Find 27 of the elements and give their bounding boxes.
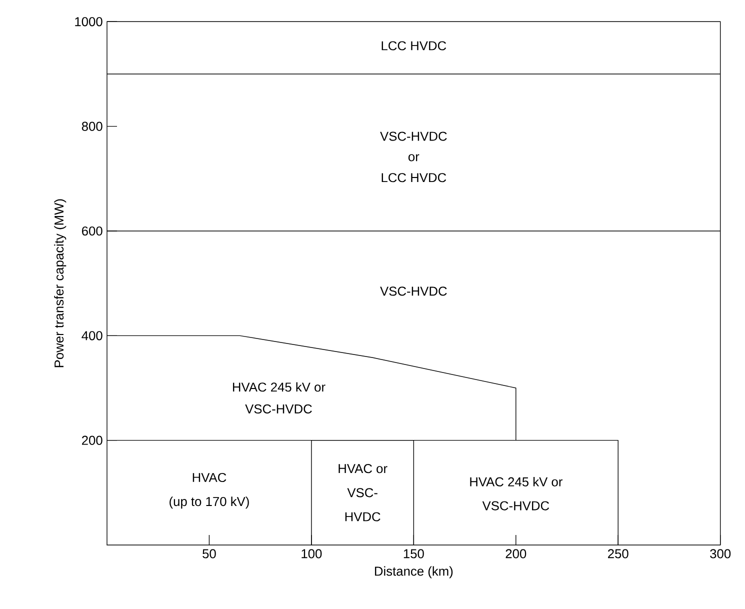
annotation: VSC-HVDC — [245, 404, 312, 414]
annotation: HVAC 245 kV or — [233, 382, 326, 392]
annotation: HVAC — [192, 472, 226, 482]
x-axis-title: Distance (km) — [374, 566, 453, 578]
y-tick-label: 800 — [82, 122, 102, 131]
annotation: VSC- — [347, 488, 378, 498]
y-tick-label: 200 — [82, 436, 102, 445]
x-tick-label: 250 — [608, 549, 628, 558]
y-axis-title: Power transfer capacity (MW) — [54, 199, 66, 368]
annotation: or — [408, 154, 420, 162]
x-tick-label: 100 — [302, 549, 322, 558]
annotation: VSC-HVDC — [380, 132, 447, 141]
y-tick-label: 600 — [82, 226, 102, 236]
annotation: HVAC 245 kV or — [470, 476, 562, 486]
annotation: VSC-HVDC — [380, 286, 447, 296]
annotation: (up to 170 kV) — [170, 496, 249, 509]
x-tick-label: 150 — [404, 549, 424, 558]
annotation: VSC-HVDC — [482, 501, 550, 510]
y-tick-label: 400 — [82, 331, 102, 340]
x-tick-label: 300 — [710, 549, 731, 558]
x-tick-label: 50 — [202, 549, 216, 558]
x-tick-label: 200 — [506, 549, 526, 558]
annotation: HVDC — [345, 512, 380, 522]
annotation: LCC HVDC — [382, 41, 446, 50]
annotation: HVAC or — [338, 464, 388, 474]
annotation: LCC HVDC — [382, 173, 446, 182]
y-tick-label: 1000 — [75, 17, 102, 26]
